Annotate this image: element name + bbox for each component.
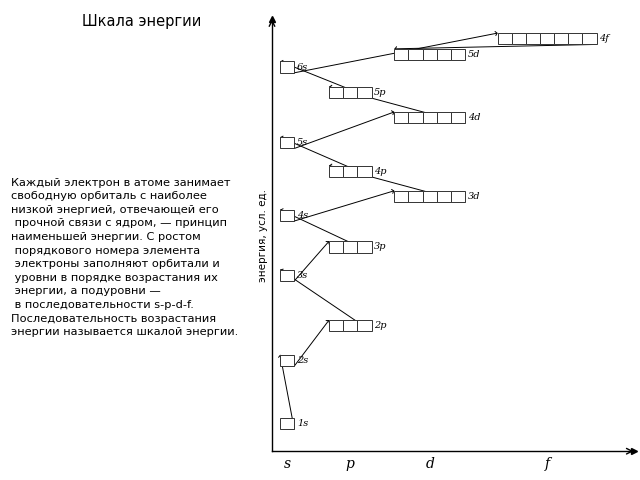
Text: 1s: 1s (297, 419, 308, 428)
Text: 5d: 5d (468, 50, 480, 59)
Text: 2s: 2s (297, 356, 308, 365)
Bar (329, 320, 343, 331)
Bar (554, 33, 568, 45)
Bar (526, 33, 540, 45)
Bar (280, 355, 294, 366)
Bar (436, 49, 451, 60)
Bar (582, 33, 596, 45)
Bar (280, 61, 294, 73)
Bar (343, 320, 357, 331)
Bar (422, 49, 436, 60)
Bar (343, 166, 357, 177)
Bar (343, 241, 357, 252)
Bar (329, 166, 343, 177)
Bar (540, 33, 554, 45)
Bar (451, 49, 465, 60)
Bar (357, 166, 371, 177)
Bar (408, 191, 422, 202)
Bar (422, 112, 436, 123)
Bar (394, 191, 408, 202)
Bar (329, 87, 343, 98)
Text: Каждый электрон в атоме занимает
свободную орбиталь с наиболее
низкой энергией, : Каждый электрон в атоме занимает свободн… (11, 178, 238, 337)
Text: 2p: 2p (374, 321, 387, 330)
Bar (280, 418, 294, 429)
Bar (512, 33, 526, 45)
Bar (408, 112, 422, 123)
Text: 4f: 4f (599, 34, 609, 43)
Text: Шкала энергии: Шкала энергии (82, 14, 201, 29)
Text: 4d: 4d (468, 113, 480, 122)
Bar (280, 137, 294, 148)
Bar (451, 191, 465, 202)
Bar (329, 241, 343, 252)
Text: 3s: 3s (297, 271, 308, 280)
Bar (357, 320, 371, 331)
Bar (568, 33, 582, 45)
Text: 4p: 4p (374, 167, 387, 176)
Bar (357, 87, 371, 98)
Bar (280, 210, 294, 221)
Bar (451, 112, 465, 123)
Bar (408, 49, 422, 60)
Bar (394, 112, 408, 123)
Text: 6s: 6s (297, 62, 308, 72)
Bar (422, 191, 436, 202)
Text: 3p: 3p (374, 242, 387, 252)
Text: 4s: 4s (297, 211, 308, 220)
Bar (280, 270, 294, 281)
Bar (498, 33, 512, 45)
Bar (357, 241, 371, 252)
Bar (343, 87, 357, 98)
Text: 3d: 3d (468, 192, 480, 201)
Bar (436, 191, 451, 202)
Y-axis label: энергия, усл. ед.: энергия, усл. ед. (258, 189, 268, 282)
Bar (394, 49, 408, 60)
Text: 5s: 5s (297, 138, 308, 147)
Bar (436, 112, 451, 123)
Text: 5p: 5p (374, 88, 387, 97)
